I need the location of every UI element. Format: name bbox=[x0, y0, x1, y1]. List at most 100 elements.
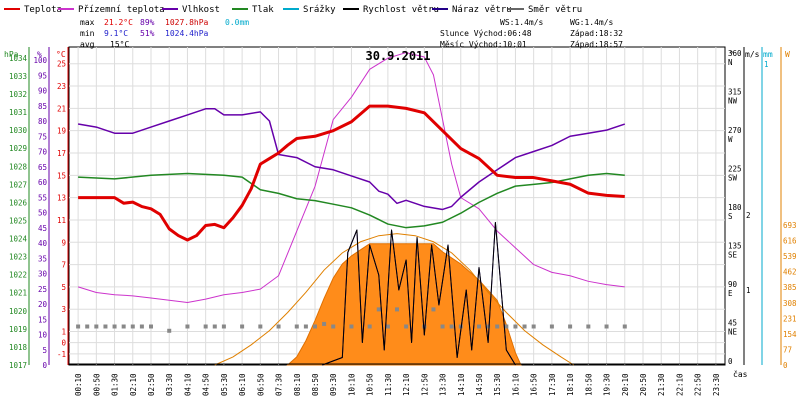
tick-time-6: 04:10 bbox=[183, 373, 192, 396]
tick-solar-385: 385 bbox=[783, 283, 797, 292]
tick-time-3: 02:10 bbox=[129, 373, 138, 396]
wind-direction-point-26 bbox=[395, 307, 399, 312]
unit-rain: mm bbox=[763, 50, 773, 59]
wind-direction-point-28 bbox=[422, 324, 427, 329]
tick-humidity-35: 35 bbox=[38, 254, 47, 263]
tick-pressure-1031: 1031 bbox=[9, 108, 27, 117]
tick-direction-270: 270 bbox=[728, 126, 742, 135]
tick-humidity-95: 95 bbox=[38, 71, 47, 80]
tick-time-24: 16:10 bbox=[511, 373, 520, 396]
wind-direction-point-13 bbox=[221, 324, 226, 329]
axes: 1017101810191020102110221023102410251026… bbox=[9, 47, 797, 396]
tick-wind-1: 1 bbox=[746, 286, 751, 295]
tick-compass-S: S bbox=[728, 212, 733, 221]
legend: Teplota Přízemní teplota Vlhkost Tlak Sr… bbox=[4, 5, 582, 15]
tick-humidity-20: 20 bbox=[38, 300, 48, 309]
wind-direction-point-14 bbox=[240, 324, 245, 329]
wind-direction-point-12 bbox=[212, 324, 217, 329]
stats-max-rain: 0.0mm bbox=[225, 18, 249, 27]
wind-direction-point-42 bbox=[586, 324, 591, 329]
tick-pressure-1028: 1028 bbox=[9, 162, 28, 171]
tick-time-33: 22:10 bbox=[675, 373, 684, 396]
tick-time-9: 06:10 bbox=[238, 373, 247, 396]
tick-direction-45: 45 bbox=[728, 319, 737, 328]
tick-solar-308: 308 bbox=[783, 299, 797, 308]
tick-solar-77: 77 bbox=[783, 345, 792, 354]
wind-direction-point-19 bbox=[313, 324, 317, 329]
wind-direction-point-40 bbox=[549, 324, 554, 329]
tick-humidity-85: 85 bbox=[38, 102, 47, 111]
tick-humidity-25: 25 bbox=[38, 285, 47, 294]
wind-direction-point-24 bbox=[376, 307, 381, 312]
legend-wind-direction: Směr větru bbox=[528, 5, 582, 15]
tick-temperature-23: 23 bbox=[57, 82, 66, 91]
tick-pressure-1022: 1022 bbox=[9, 271, 27, 280]
stats-min-hum: 51% bbox=[140, 29, 155, 38]
stats-max-label: max bbox=[80, 18, 95, 27]
wind-direction-point-43 bbox=[604, 324, 609, 329]
tick-compass-W: W bbox=[728, 135, 733, 144]
wind-direction-point-4 bbox=[112, 324, 117, 329]
tick-time-7: 04:50 bbox=[202, 373, 211, 396]
tick-temperature-5: 5 bbox=[61, 283, 66, 292]
legend-wind-speed: Rychlost větru bbox=[363, 5, 439, 15]
tick-pressure-1026: 1026 bbox=[9, 198, 28, 207]
wind-direction-point-44 bbox=[622, 324, 627, 329]
tick-compass-E: E bbox=[728, 289, 733, 298]
tick-pressure-1030: 1030 bbox=[9, 126, 28, 135]
tick-time-31: 20:50 bbox=[639, 373, 648, 396]
tick-direction-225: 225 bbox=[728, 165, 742, 174]
stats-moon: Měsíc Východ:10:01 bbox=[440, 40, 527, 49]
unit-wind: m/s bbox=[745, 50, 760, 59]
stats-min-temp: 9.1°C bbox=[104, 29, 128, 38]
wind-direction-point-36 bbox=[504, 324, 509, 329]
tick-time-12: 08:10 bbox=[293, 373, 302, 396]
stats-sun: Slunce Východ:06:48 bbox=[440, 29, 532, 38]
tick-time-34: 22:50 bbox=[694, 373, 703, 396]
tick-temperature-17: 17 bbox=[57, 149, 66, 158]
tick-compass-N: N bbox=[728, 58, 733, 67]
series-lines bbox=[69, 52, 725, 366]
tick-wind-2: 2 bbox=[746, 211, 751, 220]
wind-direction-point-38 bbox=[522, 324, 527, 329]
legend-temperature: Teplota bbox=[24, 5, 62, 15]
solar-theoretical-line bbox=[214, 233, 575, 366]
tick-humidity-50: 50 bbox=[38, 209, 48, 218]
wind-direction-point-35 bbox=[495, 324, 500, 329]
wind-direction-point-30 bbox=[440, 324, 445, 329]
chart-title: 30.9.2011 bbox=[365, 49, 430, 63]
wind-direction-point-9 bbox=[167, 328, 172, 333]
tick-humidity-15: 15 bbox=[38, 315, 47, 324]
tick-humidity-30: 30 bbox=[38, 270, 48, 279]
legend-pressure: Tlak bbox=[252, 5, 274, 15]
tick-time-17: 11:30 bbox=[384, 373, 393, 396]
tick-pressure-1025: 1025 bbox=[9, 216, 27, 225]
tick-humidity-70: 70 bbox=[38, 148, 48, 157]
tick-solar-462: 462 bbox=[783, 268, 797, 277]
wind-direction-point-25 bbox=[385, 324, 390, 329]
tick-humidity-5: 5 bbox=[42, 346, 47, 355]
stats-max-press: 1027.8hPa bbox=[165, 18, 209, 27]
wind-direction-point-16 bbox=[276, 324, 281, 329]
wind-direction-point-29 bbox=[431, 307, 436, 312]
tick-time-4: 02:50 bbox=[147, 373, 156, 396]
wind-direction-point-22 bbox=[349, 324, 354, 329]
tick-time-1: 00:50 bbox=[92, 373, 101, 396]
tick-time-0: 00:10 bbox=[74, 373, 83, 396]
unit-time: čas bbox=[733, 369, 748, 379]
tick-time-32: 21:30 bbox=[657, 373, 666, 396]
tick-temperature--1: -1 bbox=[57, 350, 66, 359]
tick-pressure-1020: 1020 bbox=[9, 307, 28, 316]
stats-max-temp: 21.2°C bbox=[104, 18, 133, 27]
tick-temperature-1: 1 bbox=[61, 328, 66, 337]
wind-direction-point-0 bbox=[76, 324, 81, 329]
tick-direction-90: 90 bbox=[728, 280, 738, 289]
wind-direction-point-7 bbox=[139, 324, 144, 329]
tick-pressure-1021: 1021 bbox=[9, 289, 27, 298]
tick-pressure-1034: 1034 bbox=[9, 54, 28, 63]
tick-pressure-1023: 1023 bbox=[9, 253, 27, 262]
tick-time-28: 18:50 bbox=[584, 373, 593, 396]
humidity-line bbox=[77, 108, 626, 211]
wind-direction-point-2 bbox=[94, 324, 99, 329]
tick-compass-SW: SW bbox=[728, 174, 738, 183]
